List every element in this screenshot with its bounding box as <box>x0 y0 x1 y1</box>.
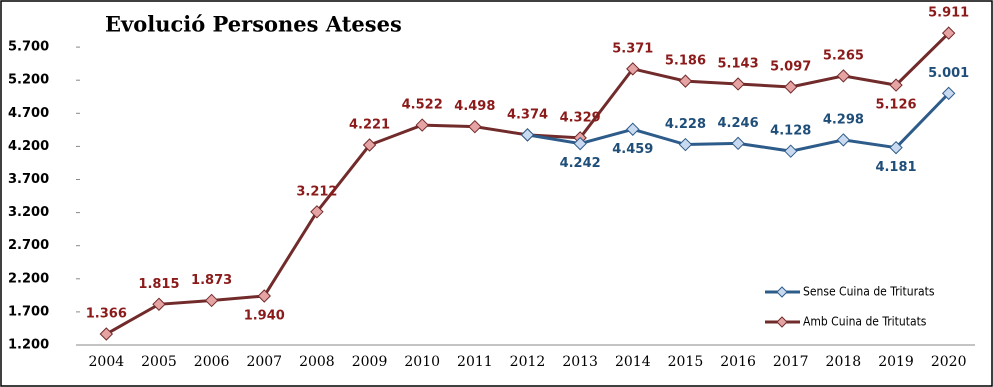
y-tick-label: 3.700 <box>8 172 49 187</box>
value-label: 4.128 <box>770 124 811 139</box>
value-label: 5.126 <box>875 98 916 113</box>
marker <box>678 137 693 152</box>
marker <box>99 327 114 341</box>
x-tick-label: 2007 <box>246 354 282 370</box>
value-label: 5.911 <box>928 6 969 21</box>
legend-marker <box>776 286 788 298</box>
x-tick-label: 2005 <box>141 354 177 370</box>
x-tick-label: 2015 <box>668 354 704 370</box>
value-label: 1.940 <box>244 309 285 324</box>
legend-label: Amb Cuina de Tritutats <box>803 315 927 329</box>
value-label: 1.873 <box>191 273 232 288</box>
legend-label: Sense Cuina de Triturats <box>803 285 935 299</box>
marker <box>731 136 745 151</box>
value-label: 5.143 <box>718 56 759 71</box>
value-label: 5.097 <box>770 60 811 75</box>
marker <box>468 119 482 134</box>
value-label: 1.366 <box>86 307 127 322</box>
marker <box>731 77 745 91</box>
y-tick-label: 3.200 <box>8 205 49 220</box>
marker <box>836 133 851 147</box>
x-tick-label: 2017 <box>773 354 809 370</box>
x-tick-label: 2018 <box>826 354 862 370</box>
value-label: 1.815 <box>138 277 179 292</box>
value-label: 4.298 <box>823 112 864 127</box>
value-label: 4.522 <box>402 98 443 113</box>
value-label: 4.329 <box>560 110 601 125</box>
value-label: 4.181 <box>875 160 916 175</box>
value-label: 4.242 <box>560 156 601 171</box>
value-label: 4.498 <box>454 99 495 114</box>
marker <box>784 80 798 94</box>
y-tick-label: 5.700 <box>8 40 49 55</box>
marker <box>626 122 640 136</box>
legend <box>760 279 970 337</box>
y-tick-label: 4.700 <box>8 106 49 121</box>
x-tick-label: 2020 <box>931 354 967 370</box>
value-label: 4.374 <box>507 107 548 122</box>
y-tick-label: 1.200 <box>8 338 49 353</box>
value-label: 5.001 <box>928 66 969 81</box>
x-tick-label: 2019 <box>878 354 914 370</box>
marker <box>152 297 166 311</box>
value-label: 5.265 <box>823 48 864 63</box>
marker <box>310 205 324 219</box>
value-label: 4.228 <box>665 117 706 132</box>
y-tick-label: 4.200 <box>8 139 49 154</box>
value-label: 4.221 <box>349 118 390 133</box>
marker <box>362 138 377 152</box>
marker <box>836 69 851 83</box>
x-tick-label: 2016 <box>720 354 756 370</box>
y-tick-label: 2.700 <box>8 238 49 253</box>
marker <box>415 118 429 132</box>
value-label: 4.459 <box>612 142 653 157</box>
x-tick-label: 2013 <box>562 354 598 370</box>
y-tick-label: 2.200 <box>8 271 49 286</box>
marker <box>573 136 587 151</box>
y-tick-label: 1.700 <box>8 304 49 319</box>
chart-title: Evolució Persones Ateses <box>105 12 402 37</box>
x-tick-label: 2010 <box>404 354 440 370</box>
marker <box>204 293 219 308</box>
y-tick-label: 5.200 <box>8 73 49 88</box>
marker <box>626 62 640 76</box>
x-tick-label: 2008 <box>299 354 335 370</box>
value-label: 4.246 <box>718 116 759 131</box>
x-tick-label: 2014 <box>615 354 651 370</box>
legend-marker <box>776 316 788 328</box>
marker <box>678 74 693 88</box>
marker <box>889 140 903 155</box>
x-tick-label: 2011 <box>457 354 493 370</box>
marker <box>257 289 271 303</box>
x-tick-label: 2004 <box>89 354 125 370</box>
marker <box>784 144 798 158</box>
marker <box>941 86 956 101</box>
marker <box>941 26 956 40</box>
value-label: 5.371 <box>612 41 653 56</box>
marker <box>889 78 903 92</box>
value-label: 5.186 <box>665 54 706 69</box>
marker <box>520 128 535 142</box>
x-tick-label: 2009 <box>352 354 388 370</box>
x-tick-label: 2006 <box>194 354 230 370</box>
value-label: 3.212 <box>296 184 337 199</box>
x-tick-label: 2012 <box>510 354 546 370</box>
